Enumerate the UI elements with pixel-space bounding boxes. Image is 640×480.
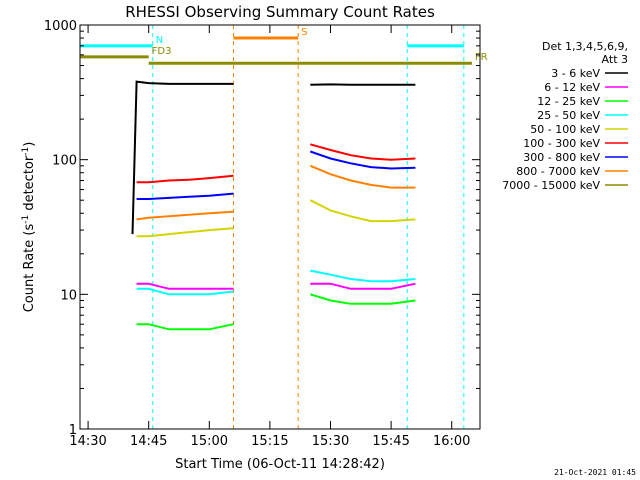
- x-tick-label-15-45: 15:45: [372, 434, 409, 449]
- flag-s-label: S: [301, 27, 307, 38]
- flag-n-label: N: [156, 35, 163, 46]
- flag-fr-label: FR: [475, 52, 488, 63]
- series-6-12-kev-line-0: [136, 282, 234, 290]
- series-800-7000-kev-line-1: [309, 164, 416, 189]
- legend-label-12-25-kev: 12 - 25 keV: [537, 95, 600, 108]
- legend-label-6-12-kev: 6 - 12 keV: [544, 81, 600, 94]
- legend-label-7000-15000-kev: 7000 - 15000 keV: [502, 179, 600, 192]
- x-tick-label-15-15: 15:15: [251, 434, 288, 449]
- y-tick-label-1: 1: [69, 423, 77, 438]
- y-tick-label-10: 10: [60, 288, 77, 303]
- axes-layer: [79, 24, 481, 430]
- chart-title: RHESSI Observing Summary Count Rates: [125, 3, 435, 21]
- series-50-100-kev-line-0: [136, 227, 234, 238]
- y-axis-label-sup2: -1: [21, 147, 31, 156]
- ticks-layer: 14:30 14:45 15:00 15:15 15:30 15:45 16:00 1 10 10…: [44, 19, 480, 449]
- y-axis-label-main: Count Rate (s: [22, 224, 37, 313]
- series-50-100-kev-line-1: [309, 199, 416, 223]
- plot-frame: [79, 24, 481, 430]
- legend-label-50-100-kev: 50 - 100 keV: [530, 123, 600, 136]
- y-tick-label-1000: 1000: [44, 19, 77, 34]
- legend-label-3-6-kev: 3 - 6 keV: [551, 67, 600, 80]
- series-3-6-kev-line-0: [131, 80, 234, 235]
- series-layer: [131, 80, 416, 331]
- series-12-25-kev-line-1: [310, 293, 416, 305]
- x-tick-label-15-30: 15:30: [312, 434, 349, 449]
- y-axis-label-sup1: -1: [21, 215, 31, 224]
- flags-layer: N S FD3 FR: [80, 25, 488, 429]
- y-tick-label-100: 100: [52, 154, 77, 169]
- x-tick-label-14-30: 14:30: [69, 434, 106, 449]
- y-axis-label-end: ): [22, 142, 37, 147]
- legend-title-line1: Det 1,3,4,5,6,9,: [542, 40, 628, 53]
- x-axis-label: Start Time (06-Oct-11 14:28:42): [175, 457, 385, 472]
- series-300-800-kev-line-1: [309, 150, 416, 170]
- series-6-12-kev-line-1: [310, 282, 416, 290]
- series-800-7000-kev-line-0: [136, 210, 234, 221]
- series-25-50-kev-line-1: [310, 269, 416, 283]
- x-tick-label-15-00: 15:00: [191, 434, 228, 449]
- series-300-800-kev-line-0: [136, 192, 234, 200]
- y-axis-label: Count Rate (s-1 detector-1): [21, 142, 37, 313]
- legend-label-800-7000-kev: 800 - 7000 keV: [516, 165, 600, 178]
- series-25-50-kev-line-0: [136, 287, 234, 296]
- x-tick-label-14-45: 14:45: [130, 434, 167, 449]
- x-tick-label-16-00: 16:00: [433, 434, 470, 449]
- legend-label-25-50-kev: 25 - 50 keV: [537, 109, 600, 122]
- series-100-300-kev-line-1: [310, 143, 416, 161]
- footer-timestamp: 21-Oct-2021 01:45: [554, 468, 636, 477]
- legend-title-line2: Att 3: [602, 53, 628, 66]
- series-100-300-kev-line-0: [136, 174, 234, 184]
- legend-label-100-300-kev: 100 - 300 keV: [523, 137, 600, 150]
- series-12-25-kev-line-0: [136, 323, 234, 331]
- flag-fd3-label: FD3: [152, 46, 172, 57]
- legend-label-300-800-kev: 300 - 800 keV: [523, 151, 600, 164]
- y-axis-label-mid: detector: [22, 155, 37, 215]
